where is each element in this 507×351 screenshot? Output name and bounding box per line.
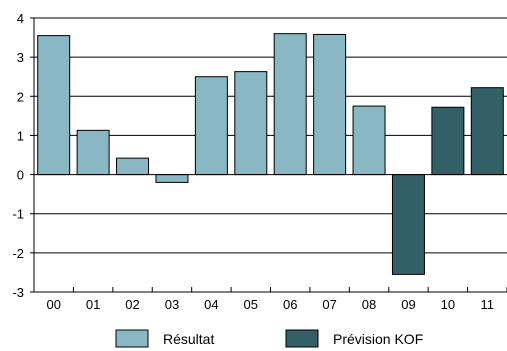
bar-07 [313, 33, 347, 176]
x-tick-label: 08 [362, 297, 376, 312]
y-tick-label: 4 [17, 11, 24, 26]
x-tick-label: 06 [283, 297, 297, 312]
x-tick-label: 01 [86, 297, 100, 312]
x-tick-label: 10 [441, 297, 455, 312]
bar-09 [391, 174, 425, 275]
y-tick-label: 0 [17, 168, 24, 183]
x-tick-label: 07 [322, 297, 336, 312]
bar-11 [470, 87, 504, 176]
x-tick-label: 09 [401, 297, 415, 312]
y-axis-ticks: 4 3 2 1 0 -1 -2 -3 [12, 11, 34, 300]
bar-08 [352, 105, 386, 176]
y-tick-label: 2 [17, 89, 24, 104]
bar-02 [116, 157, 150, 176]
bar-05 [234, 71, 268, 176]
x-tick-label: 04 [204, 297, 218, 312]
legend-swatch-resultat [115, 329, 149, 348]
x-tick-label: 00 [46, 297, 60, 312]
legend: Résultat Prévision KOF [115, 329, 423, 348]
x-tick-label: 02 [125, 297, 139, 312]
y-tick-label: 3 [17, 50, 24, 65]
bar-06 [273, 33, 307, 176]
y-tick-label: -3 [12, 285, 24, 300]
legend-swatch-prevision-kof [285, 329, 319, 348]
y-tick-label: -2 [12, 246, 24, 261]
axes [33, 18, 507, 292]
legend-label-prevision-kof: Prévision KOF [333, 331, 423, 347]
x-tick-label: 03 [165, 297, 179, 312]
legend-label-resultat: Résultat [163, 331, 214, 347]
bar-00 [37, 35, 71, 176]
x-axis-ticks: 00 01 02 03 04 05 06 07 08 09 10 11 [33, 287, 507, 312]
y-tick-label: -1 [12, 207, 24, 222]
x-tick-label: 11 [481, 297, 495, 312]
bar-04 [194, 76, 228, 176]
y-tick-label: 1 [17, 128, 24, 143]
bar-10 [431, 106, 465, 176]
x-tick-label: 05 [244, 297, 258, 312]
bar-01 [76, 129, 110, 176]
bar-03 [155, 174, 189, 183]
bars [37, 33, 504, 275]
